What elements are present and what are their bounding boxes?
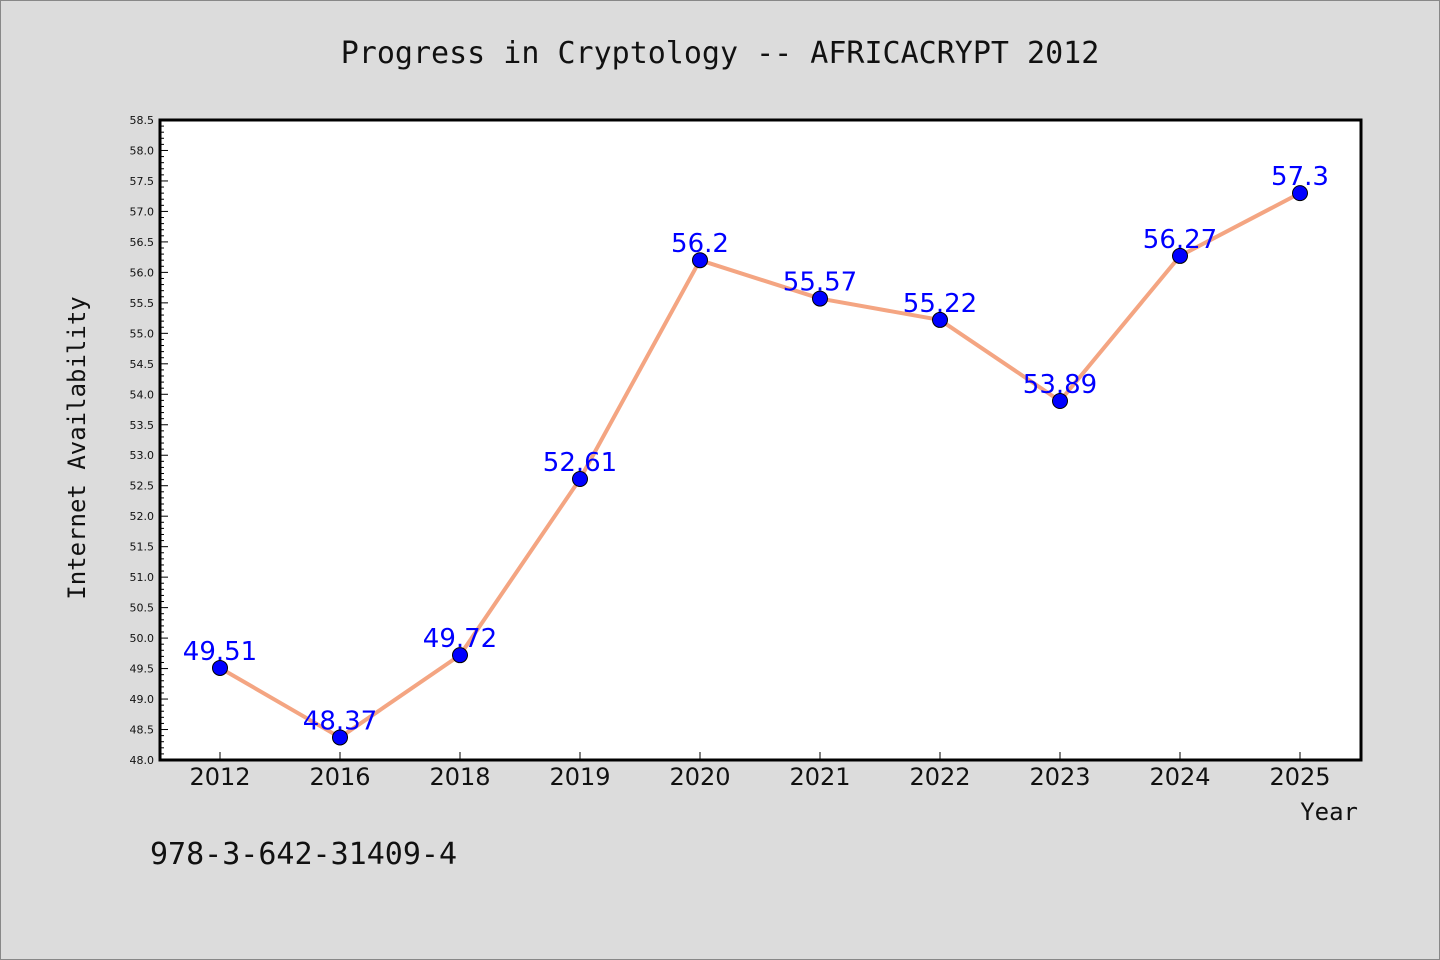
series-line (218, 191, 1301, 740)
y-tick-label: 57.0 (130, 205, 155, 218)
x-axis-label: Year (1300, 798, 1358, 826)
data-label: 57.3 (1271, 162, 1329, 192)
y-tick-label: 49.5 (130, 663, 155, 676)
data-point (1172, 247, 1188, 264)
y-tick-label: 58.5 (130, 114, 155, 127)
data-point (1052, 392, 1068, 409)
y-tick-label: 52.0 (130, 510, 155, 523)
x-tick-label: 2022 (909, 763, 970, 791)
y-tick-label: 52.5 (130, 480, 155, 493)
data-label: 48.37 (303, 706, 377, 736)
data-label: 56.2 (671, 229, 729, 259)
y-tick-label: 50.5 (130, 602, 155, 615)
y-tick-label: 53.0 (130, 449, 155, 462)
x-tick-label: 2020 (669, 763, 730, 791)
x-tick-label: 2024 (1149, 763, 1210, 791)
data-label: 53.89 (1023, 370, 1097, 400)
data-point (1292, 185, 1308, 202)
data-label: 49.72 (423, 624, 497, 654)
y-tick-label: 56.0 (130, 266, 155, 279)
x-tick-label: 2025 (1269, 763, 1330, 791)
y-axis-label: Internet Availability (63, 296, 91, 599)
y-tick-label: 53.5 (130, 419, 155, 432)
y-tick-label: 54.5 (130, 358, 155, 371)
y-tick-label: 57.5 (130, 175, 155, 188)
y-tick-label: 48.0 (130, 754, 155, 767)
y-tick-label: 50.0 (130, 632, 155, 645)
x-tick-label: 2021 (789, 763, 850, 791)
data-point (212, 659, 228, 676)
y-tick-label: 51.5 (130, 541, 155, 554)
y-tick-label: 51.0 (130, 571, 155, 584)
isbn-annotation: 978-3-642-31409-4 (150, 837, 457, 872)
data-labels: 49.51 48.37 49.72 52.61 56.2 55.57 55.22 53.89 5… (183, 162, 1329, 736)
chart-title: Progress in Cryptology -- AFRICACRYPT 20… (341, 36, 1100, 71)
y-tick-label: 48.5 (130, 724, 155, 737)
data-point (572, 471, 588, 488)
y-tick-label: 55.0 (130, 327, 155, 340)
data-point (332, 729, 348, 746)
data-point (812, 290, 828, 307)
data-label: 55.22 (903, 289, 977, 319)
data-point (452, 647, 468, 664)
plot-area (158, 118, 1363, 762)
data-point (692, 252, 708, 269)
x-tick-label: 2016 (309, 763, 370, 791)
x-tick-label: 2012 (189, 763, 250, 791)
y-tick-label: 58.0 (130, 144, 155, 157)
data-label: 56.27 (1143, 225, 1217, 255)
x-tick-label: 2018 (429, 763, 490, 791)
y-tick-label: 49.0 (130, 693, 155, 706)
x-tick-label: 2019 (549, 763, 610, 791)
x-tick-label: 2023 (1029, 763, 1090, 791)
data-label: 52.61 (543, 448, 617, 478)
data-label: 55.57 (783, 268, 857, 298)
y-tick-label: 55.5 (130, 297, 155, 310)
data-point (932, 311, 948, 328)
x-axis: 2012 2016 2018 2019 2020 2021 2022 2023 2024 2025 (189, 752, 1331, 791)
y-tick-label: 54.0 (130, 388, 155, 401)
series-markers (212, 185, 1308, 746)
y-tick-label: 56.5 (130, 236, 155, 249)
data-label: 49.51 (183, 637, 257, 667)
y-axis: 48.0 48.5 49.0 49.5 50.0 50.5 51.0 51.5 52.0 52.5… (130, 114, 168, 767)
